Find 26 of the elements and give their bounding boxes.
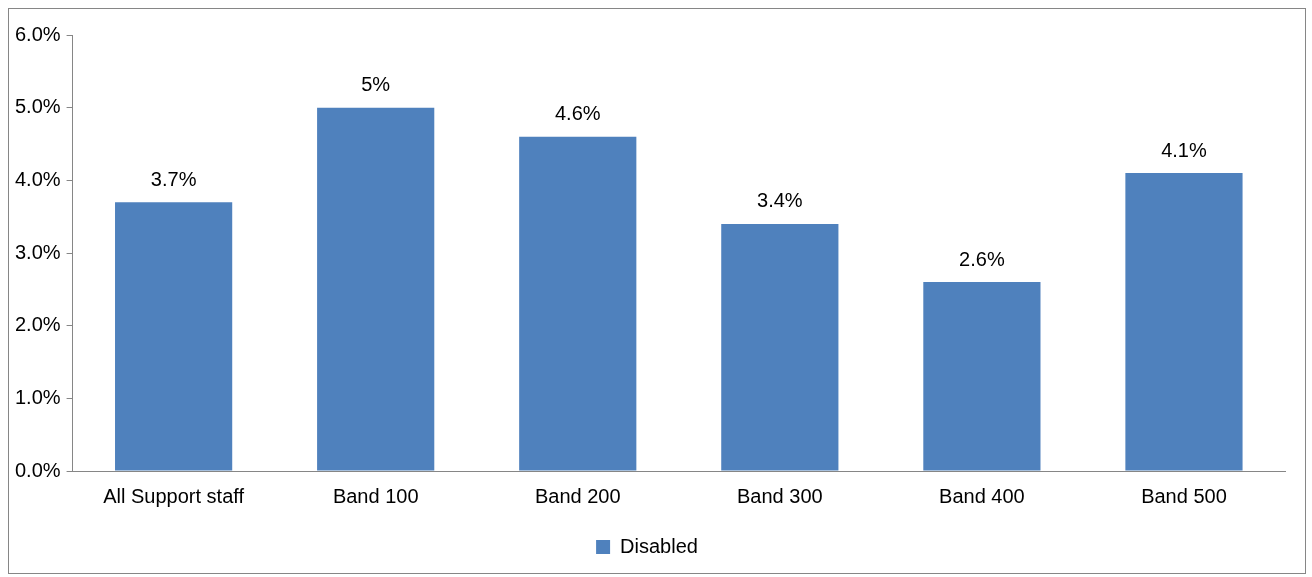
data-label: 4.1% xyxy=(1161,138,1207,161)
bar xyxy=(317,107,435,471)
x-tick-label: Band 100 xyxy=(332,484,419,507)
x-tick-label: All Support staff xyxy=(103,484,245,507)
x-tick-label: Band 500 xyxy=(1141,484,1227,507)
legend-label: Disabled xyxy=(620,534,698,557)
bar xyxy=(721,223,839,471)
x-tick-label: Band 300 xyxy=(737,484,823,507)
x-tick-label: Band 200 xyxy=(534,484,621,507)
y-tick-label: 3.0% xyxy=(14,240,61,263)
y-tick-label: 2.0% xyxy=(14,313,61,336)
y-tick-label: 5.0% xyxy=(14,95,61,118)
bar xyxy=(519,136,637,471)
x-tick-label: Band 400 xyxy=(939,484,1025,507)
y-tick-label: 4.0% xyxy=(14,167,61,190)
y-tick-label: 6.0% xyxy=(14,22,61,45)
y-tick-label: 1.0% xyxy=(14,385,61,408)
bar xyxy=(923,282,1041,471)
data-label: 3.7% xyxy=(150,167,197,190)
y-tick-label: 0.0% xyxy=(14,458,61,481)
data-label: 2.6% xyxy=(959,247,1005,270)
data-label: 3.4% xyxy=(757,189,803,212)
data-label: 4.6% xyxy=(554,102,601,125)
data-label: 5% xyxy=(361,73,391,96)
bar xyxy=(115,202,233,471)
bar xyxy=(1125,173,1243,471)
